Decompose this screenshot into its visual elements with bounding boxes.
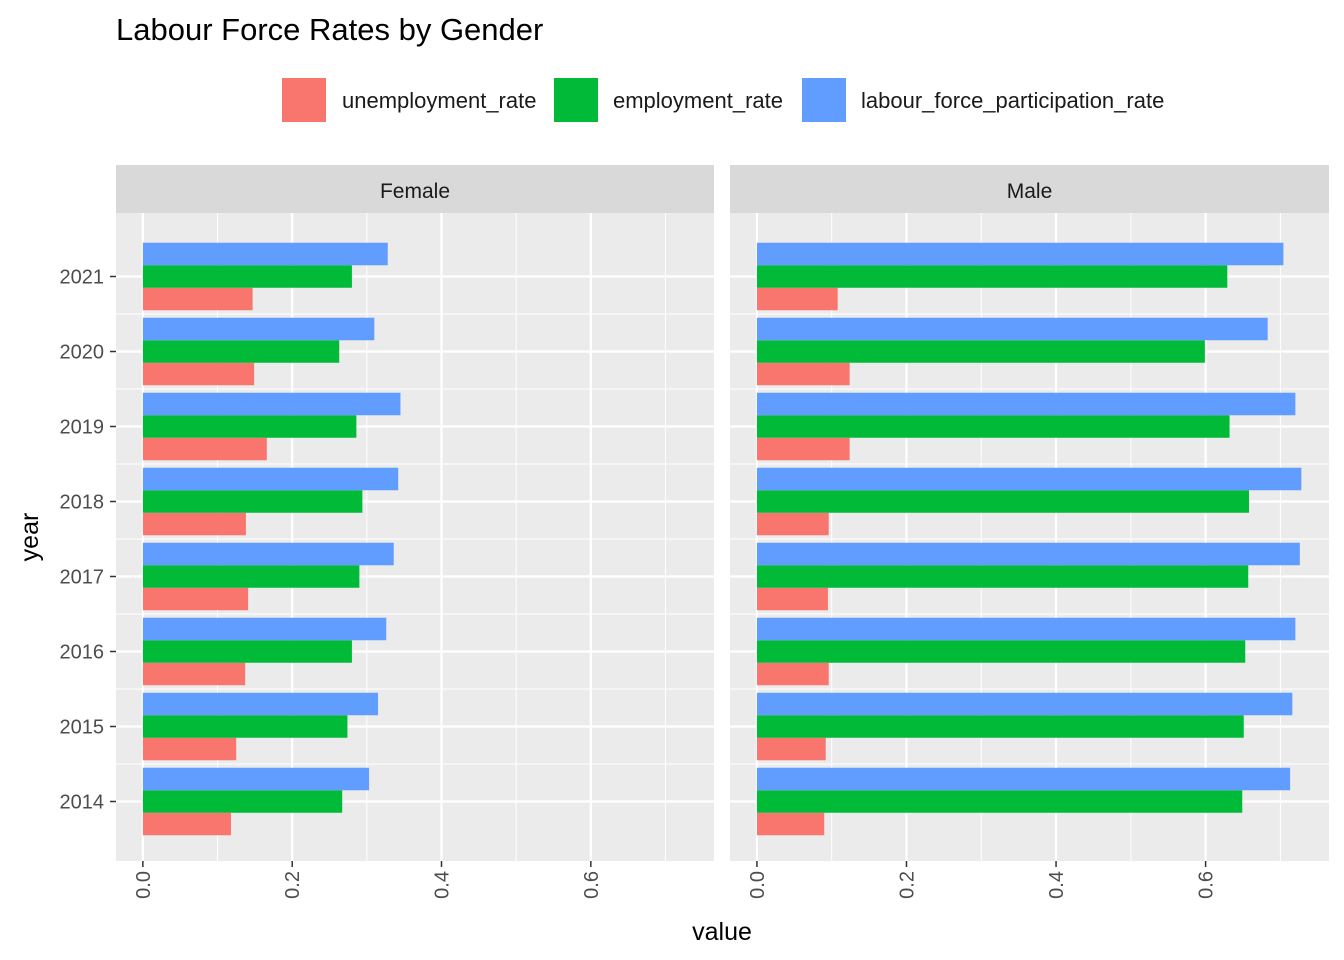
bar-female-unemployment-rate-2019: [142, 437, 267, 461]
bar-male-employment-rate-2015: [756, 715, 1244, 738]
bar-male-labour-force-participation-rate-2021: [756, 242, 1284, 266]
y-tick-label-2021: 2021: [60, 267, 105, 289]
bar-female-unemployment-rate-2014: [142, 812, 231, 836]
bar-female-unemployment-rate-2015: [142, 737, 237, 761]
legend-label-labour-force-participation-rate: labour_force_participation_rate: [861, 88, 1165, 113]
bar-male-employment-rate-2017: [756, 565, 1249, 588]
bar-female-unemployment-rate-2020: [142, 362, 255, 386]
bar-male-labour-force-participation-rate-2014: [756, 767, 1291, 791]
y-tick-label-2018: 2018: [60, 492, 105, 514]
bar-female-unemployment-rate-2016: [142, 662, 246, 686]
bar-female-employment-rate-2014: [142, 790, 343, 813]
bar-female-unemployment-rate-2021: [142, 287, 253, 311]
bar-male-employment-rate-2016: [756, 640, 1246, 663]
bar-female-employment-rate-2019: [142, 415, 357, 438]
bar-male-unemployment-rate-2017: [756, 587, 828, 611]
bar-male-unemployment-rate-2014: [756, 812, 825, 836]
bar-male-employment-rate-2018: [756, 490, 1249, 513]
facet-label-male: Male: [1007, 180, 1053, 203]
facet-strip-female: [116, 165, 714, 213]
x-tick-label-female: 0.2: [282, 871, 304, 899]
bar-female-labour-force-participation-rate-2019: [142, 392, 401, 416]
x-tick-label-female: 0.4: [432, 871, 454, 899]
x-tick-label-male: 0.4: [1046, 871, 1068, 899]
bar-female-employment-rate-2021: [142, 265, 352, 288]
x-tick-label-male: 0.2: [896, 871, 918, 899]
bar-female-labour-force-participation-rate-2017: [142, 542, 394, 566]
y-tick-label-2015: 2015: [60, 717, 105, 739]
bar-male-unemployment-rate-2018: [756, 512, 829, 536]
bar-male-labour-force-participation-rate-2018: [756, 467, 1302, 491]
chart-title: Labour Force Rates by Gender: [116, 12, 544, 47]
bar-female-employment-rate-2016: [142, 640, 352, 663]
facet-label-female: Female: [380, 180, 450, 203]
bar-female-labour-force-participation-rate-2020: [142, 317, 375, 341]
bar-male-labour-force-participation-rate-2016: [756, 617, 1296, 641]
bar-male-unemployment-rate-2016: [756, 662, 829, 686]
bar-female-labour-force-participation-rate-2021: [142, 242, 388, 266]
bar-female-labour-force-participation-rate-2018: [142, 467, 399, 491]
legend-swatch-labour-force-participation-rate: [802, 78, 846, 122]
bar-male-labour-force-participation-rate-2017: [756, 542, 1300, 566]
bar-female-employment-rate-2018: [142, 490, 363, 513]
bar-male-unemployment-rate-2020: [756, 362, 850, 386]
x-tick-label-female: 0.6: [581, 871, 603, 899]
bar-female-employment-rate-2020: [142, 340, 340, 363]
x-tick-label-female: 0.0: [133, 871, 155, 899]
y-tick-label-2014: 2014: [60, 792, 105, 814]
bar-male-employment-rate-2020: [756, 340, 1205, 363]
bar-male-unemployment-rate-2021: [756, 287, 838, 311]
y-tick-label-2016: 2016: [60, 642, 105, 664]
bar-female-labour-force-participation-rate-2014: [142, 767, 370, 791]
y-tick-label-2020: 2020: [60, 342, 105, 364]
facet-strip-male: [730, 165, 1329, 213]
y-tick-label-2019: 2019: [60, 417, 105, 439]
x-axis-title: value: [692, 918, 752, 946]
x-tick-label-male: 0.0: [747, 871, 769, 899]
bar-female-employment-rate-2015: [142, 715, 348, 738]
y-axis-title: year: [16, 513, 44, 562]
bar-male-labour-force-participation-rate-2015: [756, 692, 1293, 716]
legend-label-unemployment-rate: unemployment_rate: [342, 88, 537, 113]
bar-male-employment-rate-2021: [756, 265, 1228, 288]
bar-male-labour-force-participation-rate-2020: [756, 317, 1268, 341]
bar-male-employment-rate-2014: [756, 790, 1243, 813]
y-tick-label-2017: 2017: [60, 567, 105, 589]
bar-female-labour-force-participation-rate-2016: [142, 617, 387, 641]
bar-male-unemployment-rate-2019: [756, 437, 850, 461]
bar-male-labour-force-participation-rate-2019: [756, 392, 1296, 416]
x-tick-label-male: 0.6: [1196, 871, 1218, 899]
legend-swatch-unemployment-rate: [282, 78, 326, 122]
bar-female-employment-rate-2017: [142, 565, 360, 588]
bar-female-labour-force-participation-rate-2015: [142, 692, 379, 716]
bar-male-unemployment-rate-2015: [756, 737, 826, 761]
legend-label-employment-rate: employment_rate: [613, 88, 783, 113]
bar-male-employment-rate-2019: [756, 415, 1230, 438]
bar-female-unemployment-rate-2018: [142, 512, 246, 536]
legend-swatch-employment-rate: [554, 78, 598, 122]
bar-female-unemployment-rate-2017: [142, 587, 249, 611]
